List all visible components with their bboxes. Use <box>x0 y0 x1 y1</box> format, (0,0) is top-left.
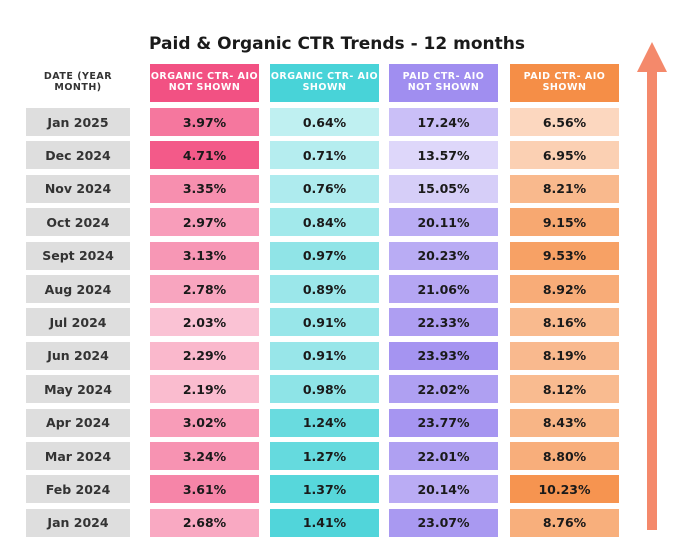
cell-organic-aio-not-shown: 2.97% <box>150 208 259 237</box>
cell-paid-aio-shown: 8.92% <box>510 275 619 303</box>
cell-paid-aio-shown: 8.43% <box>510 408 619 437</box>
column-header-paid-aio-not-shown: PAID CTR- AIO NOT SHOWN <box>389 64 498 102</box>
cell-paid-aio-shown: 8.16% <box>510 308 619 337</box>
cell-organic-aio-not-shown: 3.02% <box>150 408 259 437</box>
cell-paid-aio-not-shown: 22.33% <box>389 308 498 337</box>
cell-organic-aio-not-shown: 2.78% <box>150 275 259 303</box>
cell-organic-aio-not-shown: 3.35% <box>150 174 259 203</box>
cell-paid-aio-not-shown: 13.57% <box>389 141 498 170</box>
cell-paid-aio-not-shown: 20.11% <box>389 208 498 237</box>
row-date-label: Nov 2024 <box>26 174 130 203</box>
row-date-label: Apr 2024 <box>26 408 130 437</box>
cell-organic-aio-shown: 0.91% <box>270 341 379 370</box>
cell-paid-aio-not-shown: 17.24% <box>389 108 498 136</box>
arrow-shaft <box>647 71 657 530</box>
cell-paid-aio-shown: 8.76% <box>510 508 619 537</box>
cell-organic-aio-shown: 0.71% <box>270 141 379 170</box>
column-header-paid-aio-shown: PAID CTR- AIO SHOWN <box>510 64 619 102</box>
cell-organic-aio-not-shown: 2.68% <box>150 508 259 537</box>
cell-paid-aio-not-shown: 23.07% <box>389 508 498 537</box>
cell-paid-aio-shown: 8.21% <box>510 174 619 203</box>
cell-organic-aio-shown: 0.76% <box>270 174 379 203</box>
cell-paid-aio-shown: 9.53% <box>510 241 619 270</box>
chart-title: Paid & Organic CTR Trends - 12 months <box>149 34 525 54</box>
cell-paid-aio-shown: 8.12% <box>510 375 619 404</box>
row-date-label: May 2024 <box>26 375 130 404</box>
column-header-organic-aio-shown: ORGANIC CTR- AIO SHOWN <box>270 64 379 102</box>
cell-paid-aio-not-shown: 22.01% <box>389 442 498 470</box>
row-date-label: Mar 2024 <box>26 442 130 470</box>
cell-paid-aio-not-shown: 23.93% <box>389 341 498 370</box>
cell-paid-aio-not-shown: 21.06% <box>389 275 498 303</box>
cell-paid-aio-shown: 6.56% <box>510 108 619 136</box>
cell-organic-aio-shown: 0.98% <box>270 375 379 404</box>
cell-paid-aio-shown: 8.19% <box>510 341 619 370</box>
cell-paid-aio-shown: 9.15% <box>510 208 619 237</box>
row-date-label: Jun 2024 <box>26 341 130 370</box>
up-arrow-icon <box>637 42 667 530</box>
cell-organic-aio-not-shown: 2.29% <box>150 341 259 370</box>
row-date-label: Dec 2024 <box>26 141 130 170</box>
column-header-date: DATE (YEAR MONTH) <box>43 71 113 93</box>
cell-organic-aio-not-shown: 3.13% <box>150 241 259 270</box>
cell-organic-aio-shown: 0.91% <box>270 308 379 337</box>
cell-organic-aio-shown: 0.64% <box>270 108 379 136</box>
cell-organic-aio-shown: 1.24% <box>270 408 379 437</box>
cell-organic-aio-shown: 1.27% <box>270 442 379 470</box>
cell-organic-aio-shown: 1.37% <box>270 475 379 504</box>
cell-organic-aio-not-shown: 3.97% <box>150 108 259 136</box>
cell-paid-aio-not-shown: 23.77% <box>389 408 498 437</box>
cell-paid-aio-not-shown: 20.14% <box>389 475 498 504</box>
cell-paid-aio-not-shown: 20.23% <box>389 241 498 270</box>
row-date-label: Feb 2024 <box>26 475 130 504</box>
cell-paid-aio-not-shown: 22.02% <box>389 375 498 404</box>
cell-organic-aio-not-shown: 2.19% <box>150 375 259 404</box>
row-date-label: Aug 2024 <box>26 275 130 303</box>
cell-organic-aio-shown: 1.41% <box>270 508 379 537</box>
cell-organic-aio-shown: 0.97% <box>270 241 379 270</box>
cell-paid-aio-shown: 8.80% <box>510 442 619 470</box>
cell-organic-aio-not-shown: 3.24% <box>150 442 259 470</box>
column-header-organic-aio-not-shown: ORGANIC CTR- AIO NOT SHOWN <box>150 64 259 102</box>
cell-organic-aio-not-shown: 4.71% <box>150 141 259 170</box>
row-date-label: Sept 2024 <box>26 241 130 270</box>
cell-organic-aio-not-shown: 2.03% <box>150 308 259 337</box>
arrow-head <box>637 42 667 72</box>
cell-paid-aio-not-shown: 15.05% <box>389 174 498 203</box>
row-date-label: Jul 2024 <box>26 308 130 337</box>
row-date-label: Jan 2025 <box>26 108 130 136</box>
cell-organic-aio-shown: 0.84% <box>270 208 379 237</box>
cell-paid-aio-shown: 10.23% <box>510 475 619 504</box>
row-date-label: Jan 2024 <box>26 508 130 537</box>
cell-organic-aio-not-shown: 3.61% <box>150 475 259 504</box>
row-date-label: Oct 2024 <box>26 208 130 237</box>
cell-paid-aio-shown: 6.95% <box>510 141 619 170</box>
cell-organic-aio-shown: 0.89% <box>270 275 379 303</box>
